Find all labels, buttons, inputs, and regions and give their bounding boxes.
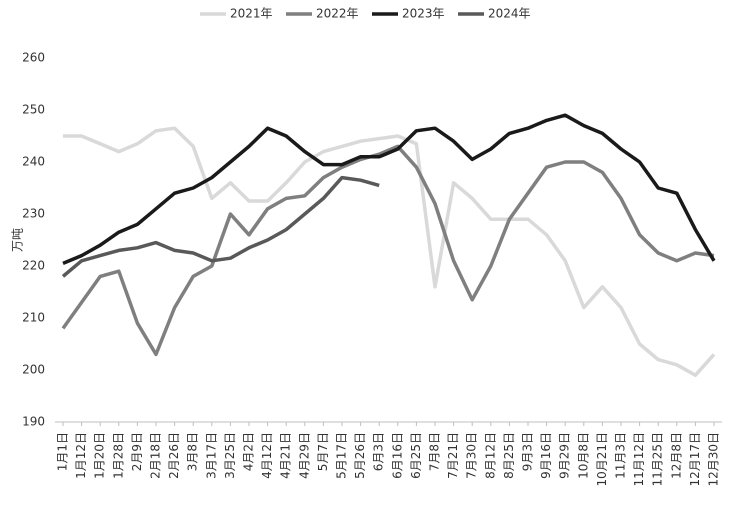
x-tick-label: 3月17日 xyxy=(204,432,218,479)
x-tick-label: 6月25日 xyxy=(409,432,423,479)
x-tick-label: 7月21日 xyxy=(446,432,460,479)
y-tick-label: 230 xyxy=(22,207,45,221)
x-tick-label: 5月17日 xyxy=(335,432,349,479)
x-tick-label: 1月20日 xyxy=(93,432,107,479)
line-series xyxy=(62,113,716,266)
x-tick-label: 2月9日 xyxy=(130,432,144,471)
x-tick-label: 2月18日 xyxy=(149,432,163,479)
x-tick-label: 4月29日 xyxy=(297,432,311,479)
x-tick-label: 1月12日 xyxy=(74,432,88,479)
y-axis-label: 万吨 xyxy=(11,228,25,252)
x-tick-label: 9月29日 xyxy=(558,432,572,479)
line-series xyxy=(63,126,716,377)
y-tick-label: 260 xyxy=(22,51,45,65)
line-series xyxy=(61,175,380,278)
x-tick-label: 4月2日 xyxy=(242,432,256,471)
x-tick-label: 6月3日 xyxy=(372,432,386,471)
y-tick-label: 250 xyxy=(22,103,45,117)
y-tick-label: 240 xyxy=(22,155,45,169)
x-tick-label: 5月7日 xyxy=(316,432,330,471)
x-tick-label: 6月16日 xyxy=(390,432,404,479)
x-tick-label: 4月12日 xyxy=(260,432,274,479)
x-tick-label: 9月16日 xyxy=(539,432,553,479)
x-tick-label: 10月21日 xyxy=(595,432,609,487)
x-tick-label: 3月25日 xyxy=(223,432,237,479)
legend-label: 2024年 xyxy=(488,7,531,21)
x-tick-label: 12月8日 xyxy=(669,432,683,479)
x-tick-label: 1月28日 xyxy=(111,432,125,479)
x-tick-label: 10月8日 xyxy=(576,432,590,479)
y-tick-label: 210 xyxy=(22,311,45,325)
x-tick-label: 2月26日 xyxy=(167,432,181,479)
x-tick-label: 9月3日 xyxy=(521,432,535,471)
y-tick-label: 190 xyxy=(22,415,45,429)
legend-label: 2023年 xyxy=(402,7,445,21)
y-tick-label: 220 xyxy=(22,259,45,273)
x-tick-label: 11月3日 xyxy=(614,432,628,479)
x-tick-label: 12月17日 xyxy=(688,432,702,487)
legend-label: 2021年 xyxy=(230,7,273,21)
x-tick-label: 8月12日 xyxy=(483,432,497,479)
x-tick-label: 7月30日 xyxy=(465,432,479,479)
x-tick-label: 5月26日 xyxy=(353,432,367,479)
x-tick-label: 1月1日 xyxy=(56,432,70,471)
x-tick-label: 12月30日 xyxy=(707,432,721,487)
legend-label: 2022年 xyxy=(316,7,359,21)
x-tick-label: 4月21日 xyxy=(279,432,293,479)
x-tick-label: 8月25日 xyxy=(502,432,516,479)
x-tick-label: 3月8日 xyxy=(186,432,200,471)
y-tick-label: 200 xyxy=(22,363,45,377)
line-series xyxy=(61,144,715,357)
x-tick-label: 11月25日 xyxy=(651,432,665,487)
x-tick-label: 7月8日 xyxy=(428,432,442,471)
x-tick-label: 11月12日 xyxy=(632,432,646,487)
